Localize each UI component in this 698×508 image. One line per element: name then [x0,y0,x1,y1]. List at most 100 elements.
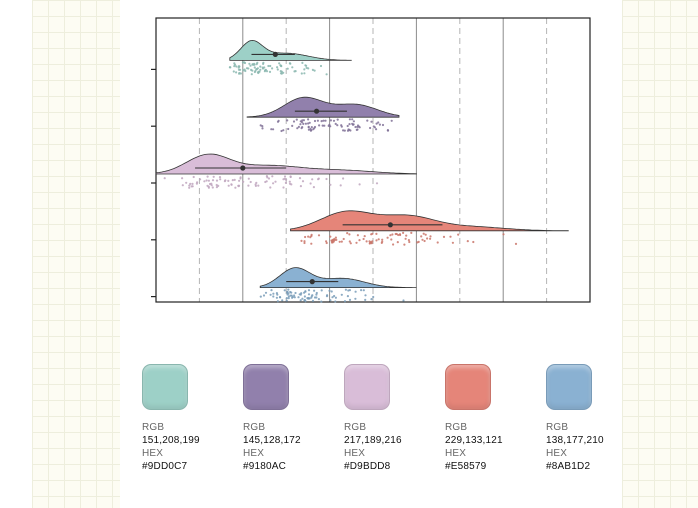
rain-point-1 [235,65,238,68]
rain-point-5 [360,289,363,292]
rain-point-4 [429,237,432,240]
rain-point-4 [429,235,432,238]
rain-point-1 [276,68,279,71]
rain-point-1 [255,63,258,66]
rain-point-3 [234,186,237,189]
rain-point-3 [266,176,269,179]
rgb-value-5: 138,177,210 [546,435,604,446]
rain-point-4 [422,232,425,235]
rain-point-2 [302,122,305,125]
rain-point-4 [325,240,328,243]
hex-label-4: HEX [445,448,467,459]
rain-point-3 [163,177,166,180]
rain-point-4 [386,236,389,239]
rain-point-4 [451,241,454,244]
rain-point-5 [289,294,292,297]
rain-point-2 [366,119,369,122]
rain-point-4 [408,240,411,244]
rain-point-2 [352,120,355,123]
rain-point-1 [286,67,289,70]
rain-point-3 [212,175,215,178]
plot-frame [155,17,591,303]
rain-point-5 [329,299,332,302]
rain-point-4 [358,239,361,242]
rain-point-5 [275,296,278,299]
rain-point-2 [292,120,296,123]
rain-point-2 [343,129,346,132]
rain-point-3 [267,177,271,180]
rain-point-2 [323,124,326,127]
rain-point-3 [242,180,245,183]
rgb-label-5: RGB [546,422,569,433]
rain-point-5 [310,296,313,299]
rain-point-1 [280,64,283,67]
rain-point-1 [288,62,291,65]
rain-point-2 [307,125,310,128]
density-cloud-2 [246,96,400,118]
rain-point-2 [277,119,280,122]
rain-point-2 [280,129,283,133]
rain-point-3 [311,178,314,181]
rain-point-3 [211,179,215,182]
rain-point-4 [403,243,406,246]
rain-point-3 [342,177,345,180]
rain-point-3 [206,175,209,178]
hex-value-1: #9DD0C7 [142,461,188,472]
rain-point-1 [269,64,272,68]
rain-point-5 [285,297,288,300]
rain-point-2 [318,124,321,127]
rain-point-2 [296,127,299,130]
rain-point-1 [261,66,264,69]
hex-label-1: HEX [142,448,164,459]
rain-point-2 [369,126,372,130]
rain-point-2 [302,119,305,122]
color-swatch-5 [546,364,592,410]
rain-point-4 [472,240,475,244]
mean-point-3 [240,165,246,171]
rain-point-4 [392,243,395,246]
rain-point-5 [303,295,306,298]
rain-point-5 [333,294,336,298]
rain-point-1 [250,73,253,76]
rain-point-1 [255,68,258,71]
rain-point-4 [338,240,341,243]
rain-point-4 [340,240,343,243]
rain-point-3 [254,183,257,186]
rain-point-2 [321,124,324,127]
rain-point-1 [311,68,314,71]
rain-point-3 [237,184,240,187]
rain-point-5 [346,295,349,298]
rain-point-4 [325,241,328,245]
rain-point-2 [295,118,298,121]
rain-point-1 [279,72,283,75]
rain-point-2 [354,125,357,129]
hex-value-4: #E58579 [445,461,487,472]
rain-point-1 [282,71,285,74]
rain-point-4 [442,235,446,238]
rgb-label-2: RGB [243,422,266,433]
rain-point-2 [287,127,290,131]
rain-point-4 [330,241,334,244]
rain-point-4 [304,235,307,239]
rain-point-2 [340,124,343,127]
rain-point-5 [269,293,272,296]
rain-point-5 [348,298,352,301]
rain-point-4 [405,234,408,237]
mean-point-1 [272,51,278,58]
rain-point-3 [239,176,242,179]
rain-point-4 [348,240,351,243]
rain-point-4 [424,233,427,236]
rain-point-4 [381,238,384,241]
rain-point-1 [242,69,245,72]
rain-point-3 [217,184,220,187]
rain-point-5 [304,290,307,293]
rain-point-4 [370,233,373,236]
rain-point-4 [342,237,345,241]
rain-point-5 [354,290,357,293]
rain-point-1 [257,70,260,73]
rain-point-3 [192,175,195,179]
rain-point-2 [336,118,339,121]
rain-point-4 [334,236,337,239]
rain-point-4 [390,238,393,241]
rain-point-4 [416,241,419,244]
